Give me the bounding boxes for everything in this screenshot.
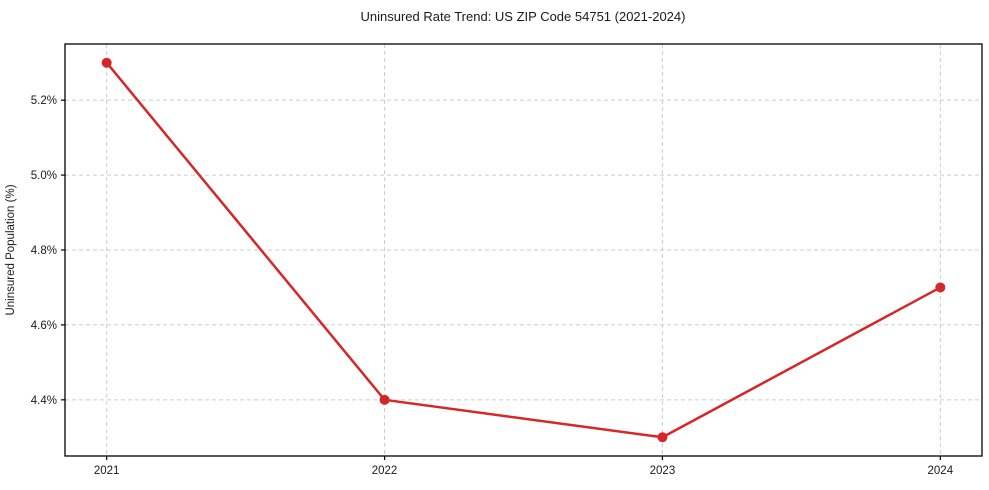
y-axis-label: Uninsured Population (%) [5, 184, 17, 315]
y-tick-labels: 4.4% 4.6% 4.8% 5.0% 5.2% [31, 95, 57, 407]
data-point-marker [935, 282, 946, 293]
y-tick-label: 4.4% [31, 395, 57, 407]
y-tick-label: 4.8% [31, 245, 57, 257]
y-tick-label: 5.0% [31, 170, 57, 182]
data-series [101, 57, 946, 443]
y-tick-label: 4.6% [31, 320, 57, 332]
y-tick-label: 5.2% [31, 95, 57, 107]
data-point-marker [657, 432, 668, 443]
x-tick-label: 2023 [650, 465, 676, 477]
x-tick-labels: 2021 2022 2023 2024 [94, 465, 954, 477]
data-point-marker [379, 394, 390, 405]
x-tick-label: 2021 [94, 465, 120, 477]
x-tick-label: 2024 [928, 465, 954, 477]
gridlines [65, 44, 982, 456]
tick-marks [61, 99, 941, 460]
trend-line [105, 61, 942, 439]
data-point-marker [101, 57, 112, 68]
chart-title: Uninsured Rate Trend: US ZIP Code 54751 … [361, 9, 686, 24]
x-tick-label: 2022 [372, 465, 398, 477]
